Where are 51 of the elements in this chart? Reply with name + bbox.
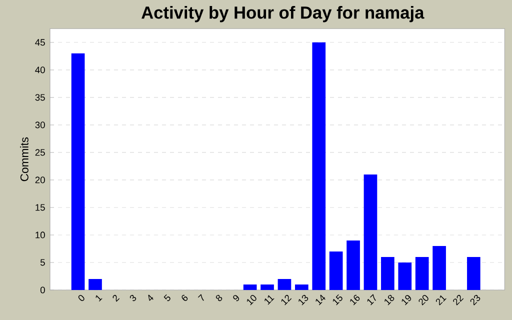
y-tick-label: 30 xyxy=(35,122,45,128)
y-tick-label: 20 xyxy=(35,176,45,184)
x-tick-label: 13 xyxy=(298,294,308,306)
x-tick-label: 19 xyxy=(402,295,412,306)
y-tick-label: 10 xyxy=(36,232,45,238)
chart-title: Activity by Hour of Day for namaja xyxy=(142,6,424,22)
bar xyxy=(432,246,446,290)
y-axis-title: Commits xyxy=(20,137,28,182)
x-tick-label: 20 xyxy=(418,295,428,306)
x-tick-label: 1 xyxy=(96,295,102,302)
y-tick-label: 45 xyxy=(35,39,45,46)
y-tick-label: 25 xyxy=(35,149,45,156)
bar xyxy=(260,284,274,290)
x-tick-label: 8 xyxy=(216,294,222,302)
x-tick-label: 11 xyxy=(264,295,274,305)
x-tick-label: 15 xyxy=(332,294,342,306)
x-tick-label: 4 xyxy=(148,294,154,301)
bar xyxy=(278,278,292,290)
bar xyxy=(88,278,102,290)
x-tick-label: 10 xyxy=(246,295,256,306)
bar xyxy=(243,284,257,290)
x-tick-label: 17 xyxy=(367,294,376,306)
bar xyxy=(381,256,394,290)
x-tick-label: 16 xyxy=(350,294,360,306)
x-tick-label: 6 xyxy=(182,294,188,301)
bar xyxy=(346,240,360,290)
bar xyxy=(312,42,326,290)
bar xyxy=(467,256,480,290)
x-tick-label: 2 xyxy=(112,294,120,302)
y-tick-label: 35 xyxy=(35,94,45,101)
x-tick-label: 21 xyxy=(436,295,446,306)
x-tick-label: 7 xyxy=(198,294,204,301)
bar xyxy=(415,256,429,290)
bar xyxy=(398,262,412,290)
bar xyxy=(364,174,378,290)
x-tick-label: 9 xyxy=(233,295,240,302)
y-tick-label: 40 xyxy=(35,66,45,74)
bar xyxy=(71,53,85,290)
x-tick-label: 3 xyxy=(130,294,136,302)
y-tick-label: 15 xyxy=(36,204,45,211)
x-tick-label: 22 xyxy=(453,294,464,306)
y-tick-label: 0 xyxy=(40,286,45,294)
y-tick-label: 5 xyxy=(40,259,45,266)
x-tick-label: 23 xyxy=(470,294,480,306)
bar xyxy=(329,251,343,290)
x-tick-label: 5 xyxy=(164,294,170,302)
x-tick-label: 0 xyxy=(78,295,84,301)
x-tick-label: 12 xyxy=(281,294,292,306)
x-tick-label: 14 xyxy=(316,294,326,306)
bar xyxy=(295,284,308,290)
x-tick-label: 18 xyxy=(384,294,394,306)
